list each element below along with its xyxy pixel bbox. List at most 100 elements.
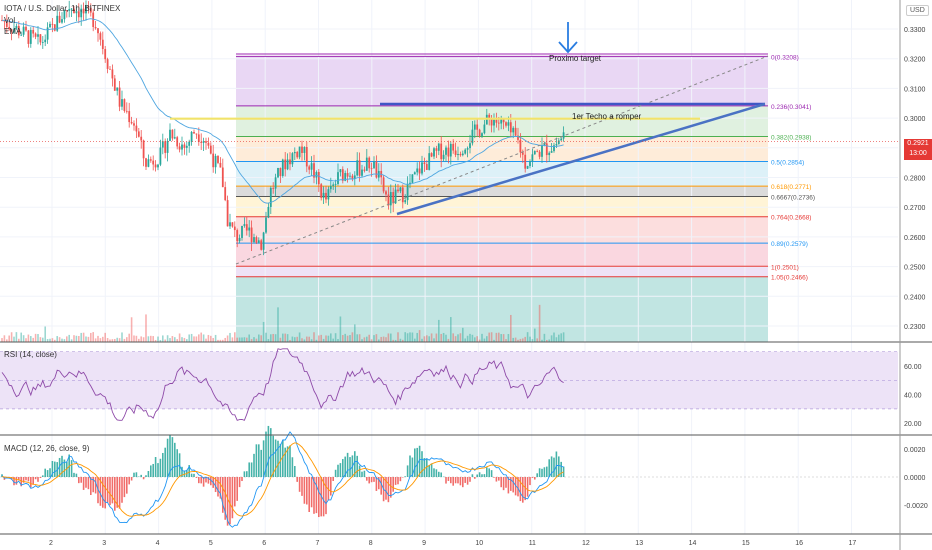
volume-bar (380, 336, 382, 342)
macd-histogram-bar (529, 477, 531, 486)
candle-body (457, 153, 459, 155)
volume-bar (318, 335, 320, 342)
volume-bar (546, 339, 548, 342)
fib-level-label: 0.382(0.2938) (771, 135, 811, 142)
candle-body (190, 131, 193, 142)
macd-histogram-bar (226, 477, 229, 526)
candle-body (183, 144, 186, 148)
macd-histogram-bar (322, 477, 325, 517)
candle-body (500, 119, 503, 124)
volume-bar (270, 334, 272, 342)
target-arrow-head (558, 41, 578, 54)
candle-body (301, 146, 303, 153)
candle-body (147, 159, 150, 167)
volume-bar (6, 339, 8, 342)
candle-body (181, 144, 183, 150)
candle-body (495, 119, 498, 123)
volume-bar (308, 336, 310, 342)
candle-body (224, 187, 227, 201)
candle-body (75, 11, 78, 14)
volume-bar (212, 338, 214, 342)
macd-histogram-bar (27, 477, 30, 482)
candle-body (353, 175, 356, 179)
macd-histogram-bar (284, 447, 286, 477)
candle-body (92, 12, 95, 28)
candle-body (152, 160, 155, 165)
fib-level-label: 0(0.3208) (771, 54, 799, 61)
candle-body (169, 129, 171, 141)
volume-bar (130, 317, 133, 342)
candle-body (63, 10, 66, 20)
volume-bar (543, 333, 546, 342)
candle-body (435, 148, 438, 151)
volume-bar (75, 335, 78, 342)
candle-body (20, 34, 23, 36)
volume-bar (289, 339, 291, 342)
candle-body (145, 158, 147, 167)
candle-body (157, 164, 159, 168)
candle-body (281, 159, 284, 176)
macd-histogram-bar (428, 465, 430, 477)
volume-bar (44, 326, 46, 342)
volume-bar (462, 327, 464, 342)
candle-body (545, 143, 548, 156)
macd-histogram-bar (385, 477, 387, 500)
macd-histogram-bar (358, 465, 361, 477)
candle-body (469, 143, 471, 149)
candle-body (219, 162, 222, 168)
candle-body (509, 122, 512, 133)
volume-bar (66, 336, 68, 342)
candle-body (416, 168, 419, 173)
volume-bar (282, 333, 284, 342)
candle-body (411, 174, 414, 183)
volume-bar (406, 333, 409, 342)
volume-bar (138, 338, 140, 342)
candle-body (389, 192, 392, 206)
macd-histogram-bar (20, 477, 22, 487)
macd-histogram-bar (459, 477, 462, 486)
volume-bar (421, 338, 423, 342)
currency-badge[interactable]: USD (906, 5, 929, 16)
volume-bar (291, 336, 294, 342)
candle-body (466, 148, 469, 150)
volume-bar (534, 328, 536, 342)
candle-body (368, 157, 371, 169)
x-tick-label: 6 (262, 540, 266, 547)
macd-tick-label: 0.0000 (904, 475, 926, 482)
candle-body (243, 224, 246, 226)
candle-body (121, 99, 123, 107)
macd-histogram-bar (49, 468, 51, 477)
candle-body (262, 232, 265, 250)
macd-histogram-bar (438, 471, 440, 477)
macd-histogram-bar (414, 448, 416, 477)
fib-zone (236, 56, 768, 106)
volume-bar (524, 336, 526, 342)
volume-bar (339, 316, 342, 342)
macd-histogram-bar (471, 474, 474, 477)
macd-histogram-bar (10, 477, 13, 480)
volume-bar (73, 335, 75, 342)
macd-histogram-bar (111, 477, 114, 504)
volume-bar (272, 333, 274, 342)
volume-bar (85, 336, 87, 342)
volume-bar (435, 333, 438, 342)
macd-histogram-bar (555, 451, 558, 477)
macd-histogram-bar (282, 440, 284, 477)
candle-body (267, 206, 270, 218)
candle-body (440, 143, 443, 160)
candle-body (87, 6, 90, 8)
volume-bar (337, 339, 339, 342)
candle-body (442, 154, 445, 160)
volume-bar (186, 339, 188, 342)
fib-level-label: 0.89(0.2579) (771, 241, 808, 248)
volume-bar (402, 339, 404, 342)
candle-body (392, 192, 395, 204)
macd-histogram-bar (116, 477, 118, 508)
volume-bar (531, 339, 534, 342)
candle-body (94, 27, 97, 29)
macd-histogram-bar (454, 477, 457, 484)
macd-histogram-bar (330, 477, 332, 496)
price-tick-label: 0.2500 (904, 265, 926, 272)
volume-bar (90, 332, 92, 342)
macd-histogram-bar (308, 477, 310, 512)
